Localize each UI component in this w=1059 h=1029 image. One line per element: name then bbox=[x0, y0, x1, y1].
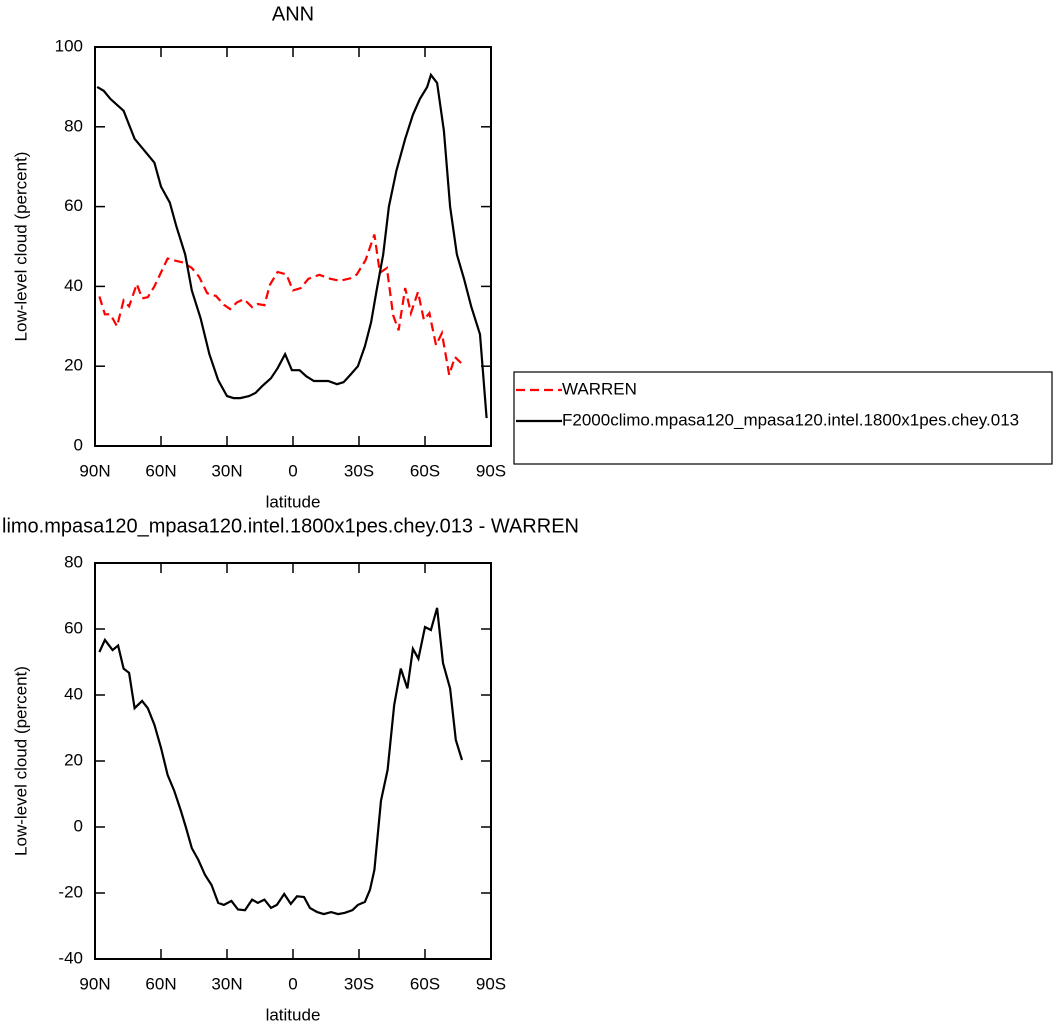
plot-frame bbox=[94, 46, 492, 447]
chart-title: limo.mpasa120_mpasa120.intel.1800x1pes.c… bbox=[2, 515, 579, 537]
y-tick-label: 20 bbox=[64, 356, 83, 375]
data-line bbox=[98, 234, 462, 376]
data-line bbox=[96, 72, 488, 419]
x-tick-label: 30S bbox=[344, 461, 374, 480]
x-axis-label: latitude bbox=[266, 1005, 321, 1024]
y-tick-label: 40 bbox=[64, 684, 83, 703]
x-tick-label: 90N bbox=[79, 974, 110, 993]
x-tick-label: 90S bbox=[476, 974, 506, 993]
x-tick-label: 30S bbox=[344, 974, 374, 993]
x-tick-label: 0 bbox=[288, 461, 297, 480]
legend-box bbox=[513, 371, 1053, 465]
y-tick-label: 0 bbox=[74, 435, 83, 454]
y-tick-label: 60 bbox=[64, 196, 83, 215]
x-tick-label: 30N bbox=[211, 461, 242, 480]
y-tick-label: 60 bbox=[64, 618, 83, 637]
chart-title: ANN bbox=[272, 3, 314, 25]
x-tick-label: 0 bbox=[288, 974, 297, 993]
x-tick-label: 60N bbox=[145, 974, 176, 993]
y-tick-label: 80 bbox=[64, 552, 83, 571]
y-tick-label: 80 bbox=[64, 116, 83, 135]
x-tick-label: 60N bbox=[145, 461, 176, 480]
x-tick-label: 60S bbox=[410, 974, 440, 993]
y-axis-label: Low-level cloud (percent) bbox=[11, 152, 30, 342]
y-tick-label: -40 bbox=[58, 948, 83, 967]
y-axis-label: Low-level cloud (percent) bbox=[11, 666, 30, 856]
x-tick-label: 30N bbox=[211, 974, 242, 993]
y-tick-label: 40 bbox=[64, 276, 83, 295]
x-axis-label: latitude bbox=[266, 492, 321, 511]
legend-label: WARREN bbox=[562, 379, 637, 398]
x-tick-label: 90S bbox=[476, 461, 506, 480]
y-tick-label: -20 bbox=[58, 882, 83, 901]
x-tick-label: 90N bbox=[79, 461, 110, 480]
y-tick-label: 20 bbox=[64, 750, 83, 769]
legend-label: F2000climo.mpasa120_mpasa120.intel.1800x… bbox=[562, 410, 1019, 429]
data-line bbox=[98, 607, 464, 916]
y-tick-label: 0 bbox=[74, 816, 83, 835]
y-tick-label: 100 bbox=[55, 36, 83, 55]
x-tick-label: 60S bbox=[410, 461, 440, 480]
